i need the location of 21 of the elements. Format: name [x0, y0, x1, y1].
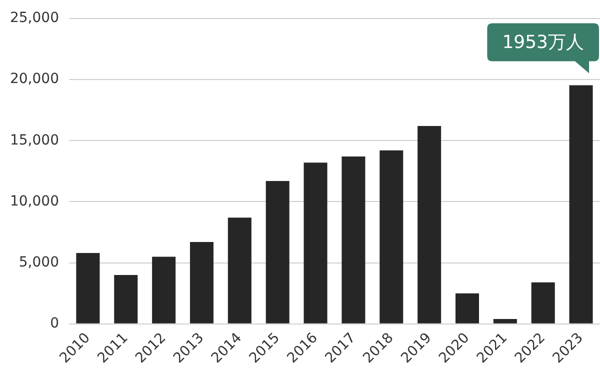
bar [228, 218, 252, 324]
bar [342, 156, 366, 324]
bar [190, 242, 214, 324]
annotation: 1953万人 [502, 32, 584, 53]
y-tick-label: 20,000 [10, 71, 59, 88]
bar [76, 253, 100, 324]
bar [493, 319, 517, 324]
bar [531, 282, 555, 324]
y-tick-label: 5,000 [18, 254, 59, 270]
bar [418, 126, 442, 324]
y-tick-label: 15,000 [10, 132, 59, 148]
bar [569, 85, 593, 324]
y-tick-label: 10,000 [10, 193, 59, 210]
y-tick-label: 25,000 [10, 10, 59, 26]
bar [114, 275, 138, 324]
bar [266, 180, 290, 324]
bar [455, 293, 480, 324]
bar [380, 150, 404, 324]
y-tick-label: 0 [50, 316, 59, 332]
bar [152, 256, 176, 324]
bar [304, 162, 328, 324]
